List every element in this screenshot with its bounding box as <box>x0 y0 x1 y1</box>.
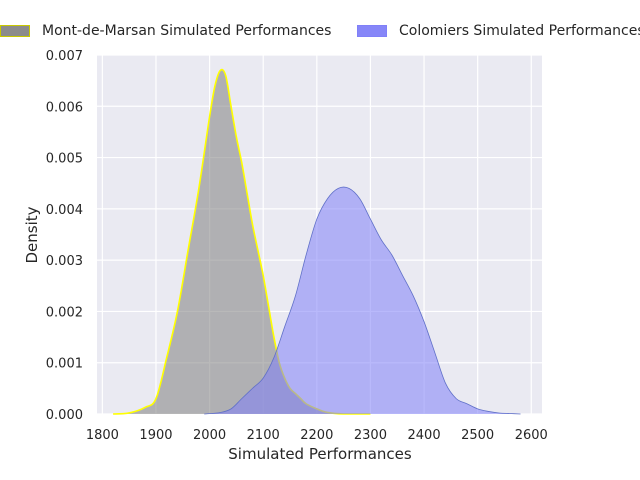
legend-swatch-mont-de-marsan <box>0 25 30 37</box>
legend-item-mont-de-marsan: Mont-de-Marsan Simulated Performances <box>0 18 331 44</box>
x-tick-label: 2400 <box>408 428 441 443</box>
density-area-mont-de-marsan <box>113 69 371 415</box>
x-tick-label: 2500 <box>461 428 494 443</box>
x-tick-label: 2300 <box>354 428 387 443</box>
y-tick-label: 0.004 <box>46 203 83 218</box>
legend-label-colomiers: Colomiers Simulated Performances <box>399 23 640 39</box>
y-tick-label: 0.006 <box>46 100 83 115</box>
y-tick-label: 0.002 <box>46 305 83 320</box>
x-axis-ticks: 1800 1900 2000 2100 2200 2300 2400 2500 2600 <box>86 428 548 443</box>
y-tick-label: 0.005 <box>46 152 83 167</box>
density-line-colomiers <box>204 186 521 415</box>
legend-label-mont-de-marsan: Mont-de-Marsan Simulated Performances <box>42 23 332 39</box>
legend-swatch-colomiers <box>357 25 387 37</box>
legend-item-colomiers: Colomiers Simulated Performances <box>357 18 640 44</box>
x-axis-label: Simulated Performances <box>228 445 412 463</box>
y-tick-label: 0.007 <box>46 49 83 64</box>
y-axis-ticks: 0.000 0.001 0.002 0.003 0.004 0.005 0.006 0.007 <box>46 49 83 423</box>
y-tick-label: 0.003 <box>46 254 83 269</box>
x-tick-label: 2100 <box>247 428 280 443</box>
y-tick-label: 0.001 <box>46 357 83 372</box>
x-tick-label: 2000 <box>193 428 226 443</box>
y-tick-label: 0.000 <box>46 408 83 423</box>
series-layer <box>113 68 521 415</box>
x-tick-label: 2600 <box>515 428 548 443</box>
x-tick-label: 1900 <box>139 428 172 443</box>
x-tick-label: 1800 <box>86 428 119 443</box>
x-tick-label: 2200 <box>300 428 333 443</box>
legend: Mont-de-Marsan Simulated Performances Co… <box>0 18 640 44</box>
density-area-colomiers <box>204 187 521 414</box>
y-axis-label: Density <box>23 206 41 263</box>
